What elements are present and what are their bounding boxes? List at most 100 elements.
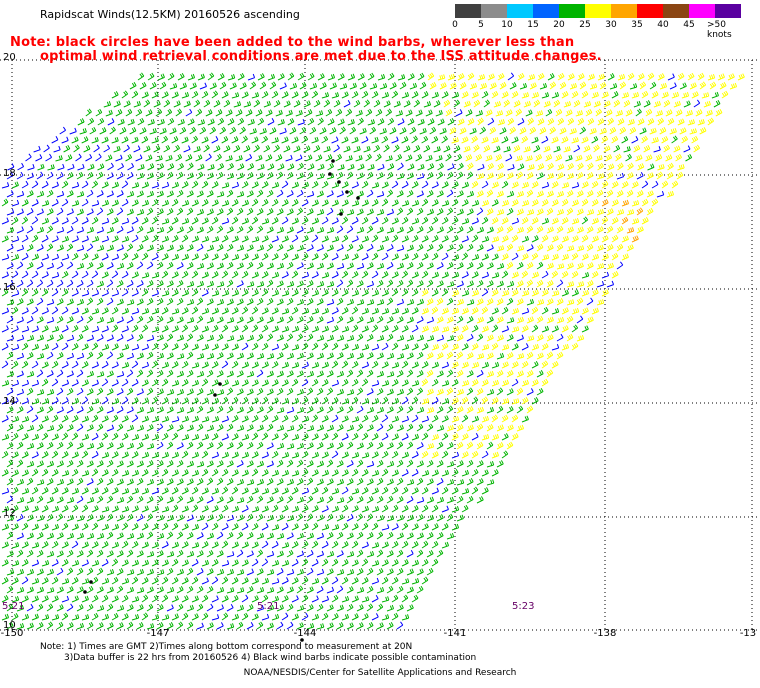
wind-barb — [331, 289, 339, 297]
wind-barb — [1, 450, 9, 459]
wind-barb — [171, 432, 179, 441]
wind-barb — [456, 351, 464, 360]
wind-barb — [156, 621, 164, 630]
wind-barb — [611, 270, 619, 279]
wind-barb — [421, 450, 429, 459]
wind-barb — [81, 136, 89, 144]
wind-barb — [571, 90, 579, 99]
wind-barb — [456, 423, 464, 432]
wind-barb — [537, 163, 545, 171]
wind-barb — [451, 92, 460, 99]
wind-barb — [136, 172, 145, 180]
wind-barb — [251, 595, 259, 603]
wind-barb — [313, 99, 321, 108]
wind-barb — [201, 361, 209, 369]
wind-barb — [6, 406, 14, 414]
wind-barb — [577, 162, 584, 171]
wind-barb — [431, 414, 439, 423]
wind-barb — [351, 289, 360, 297]
wind-barb — [166, 406, 174, 414]
wind-barb — [601, 91, 609, 99]
wind-barb — [156, 533, 165, 540]
wind-barb — [155, 108, 163, 117]
wind-barb — [241, 235, 249, 243]
wind-barb — [61, 612, 69, 621]
wind-barb — [11, 451, 19, 459]
wind-barb — [329, 82, 337, 90]
wind-barb — [1, 198, 9, 207]
wind-barb — [436, 388, 444, 396]
wind-barb — [461, 181, 470, 189]
wind-barb — [91, 612, 99, 621]
wind-barb — [81, 379, 89, 387]
wind-barb — [151, 253, 159, 261]
wind-barb — [406, 405, 414, 414]
wind-barb — [46, 460, 55, 468]
wind-barb — [113, 100, 121, 108]
wind-barb — [321, 180, 329, 189]
wind-barb — [456, 495, 464, 504]
wind-barb — [1, 288, 9, 297]
wind-barb — [371, 487, 379, 495]
wind-barb — [206, 532, 215, 540]
wind-barb — [321, 486, 329, 495]
wind-barb — [635, 154, 643, 162]
wind-barb — [296, 622, 304, 630]
wind-barb — [399, 81, 407, 90]
wind-barb — [41, 325, 49, 333]
wind-barb — [426, 189, 434, 198]
wind-barb — [201, 397, 209, 405]
wind-barb — [531, 361, 539, 369]
wind-barb — [277, 73, 285, 81]
wind-barb — [276, 407, 285, 414]
wind-barb — [196, 405, 204, 414]
wind-barb — [36, 208, 44, 216]
wind-barb — [406, 387, 414, 396]
wind-barb — [6, 351, 14, 360]
wind-barb — [286, 406, 295, 414]
wind-barb — [306, 623, 315, 630]
wind-barb — [46, 351, 54, 360]
wind-barb — [349, 82, 357, 90]
wind-barb — [21, 469, 29, 477]
wind-barb — [536, 225, 544, 234]
wind-barb — [91, 308, 100, 315]
wind-barb — [321, 396, 329, 405]
legend-label: >50 knots — [707, 20, 732, 40]
wind-barb — [473, 99, 481, 108]
wind-barb — [221, 307, 229, 315]
wind-barb — [381, 235, 390, 243]
wind-barb — [41, 271, 49, 279]
wind-barb — [371, 343, 380, 351]
wind-barb — [167, 163, 175, 171]
wind-barb — [296, 605, 305, 612]
wind-barb — [216, 586, 225, 594]
wind-barb — [36, 226, 45, 234]
wind-barb — [526, 244, 534, 252]
wind-barb — [311, 397, 319, 405]
wind-barb — [401, 180, 409, 189]
wind-barb — [86, 171, 94, 180]
wind-barb — [201, 217, 209, 225]
wind-barb — [291, 306, 299, 315]
wind-barb — [156, 172, 164, 180]
wind-barb — [591, 235, 599, 243]
wind-barb — [446, 496, 455, 504]
wind-barb — [315, 154, 323, 162]
wind-barb — [351, 523, 359, 531]
wind-barb — [196, 423, 204, 432]
wind-barb — [186, 424, 194, 432]
wind-barb — [106, 317, 115, 324]
wind-barb — [521, 253, 529, 261]
wind-barb — [645, 154, 653, 162]
wind-barb — [327, 118, 335, 126]
wind-barb — [351, 595, 359, 603]
wind-barb — [101, 558, 109, 567]
wind-barb — [41, 523, 49, 531]
wind-barb — [596, 208, 605, 216]
wind-barb — [496, 263, 505, 270]
wind-barb — [137, 117, 145, 126]
wind-barb — [301, 468, 309, 477]
wind-barb — [406, 262, 414, 270]
wind-barb — [56, 171, 64, 180]
